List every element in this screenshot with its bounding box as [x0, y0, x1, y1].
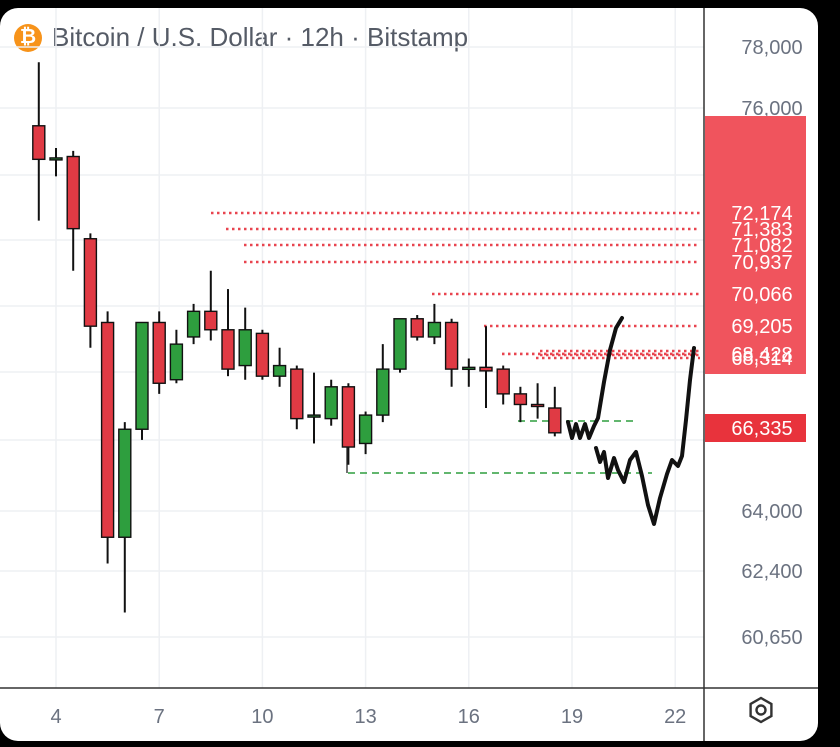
candle-down [530, 403, 545, 408]
time-tick-label: 4 [50, 706, 61, 728]
candles-group [32, 62, 562, 613]
candle-up [324, 386, 338, 420]
price-level-label: 70,937 [731, 252, 792, 274]
candle-down [444, 321, 459, 370]
candle-up [238, 329, 252, 367]
price-tick-label: 76,000 [741, 98, 802, 120]
candle-up [186, 310, 201, 338]
candle-down [290, 368, 304, 420]
price-tick-label: 62,400 [741, 561, 802, 583]
candle-down [341, 386, 356, 448]
price-tick-label: 78,000 [741, 37, 802, 59]
current-price-badge [705, 414, 806, 442]
time-tick-label: 10 [251, 706, 273, 728]
price-level-label: 71,082 [731, 235, 792, 257]
candle-up [272, 364, 287, 377]
time-tick-label: 22 [664, 706, 686, 728]
candle-up [427, 321, 442, 338]
time-tick-label: 7 [154, 706, 165, 728]
price-level-label: 72,174 [731, 203, 792, 225]
candle-down [548, 407, 562, 434]
candle-up [135, 321, 149, 430]
candle-up [358, 414, 373, 445]
candle-down [496, 368, 510, 395]
price-tick-label: 60,650 [741, 627, 802, 649]
candle-down [83, 238, 98, 327]
hand-drawn-path [566, 316, 624, 440]
time-tick-label: 13 [354, 706, 376, 728]
candle-down [32, 125, 46, 161]
time-tick-label: 16 [458, 706, 480, 728]
candle-down [479, 366, 493, 372]
price-level-label: 71,383 [731, 219, 792, 241]
current-price-label: 66,335 [731, 418, 792, 440]
time-tick-label: 19 [561, 706, 583, 728]
candle-up [376, 368, 390, 416]
candle-down [221, 329, 235, 370]
price-level-label: 68,314 [731, 348, 792, 370]
candle-up [49, 157, 63, 161]
hand-drawn-path [594, 346, 696, 526]
candle-down [513, 393, 528, 406]
candle-up [307, 414, 321, 418]
candle-up [462, 366, 476, 371]
price-level-label: 68,428 [731, 344, 792, 366]
settings-icon[interactable] [746, 695, 776, 725]
candle-up [118, 428, 132, 538]
candle-down [152, 321, 166, 384]
candle-down [410, 318, 424, 338]
candle-up [169, 343, 184, 381]
candle-down [66, 155, 80, 230]
price-labels-block [705, 116, 806, 374]
price-level-label: 70,066 [731, 284, 792, 306]
candle-down [204, 310, 218, 331]
candle-down [100, 321, 115, 538]
candle-up [393, 318, 407, 370]
price-level-label: 69,205 [731, 316, 792, 338]
candle-down [255, 332, 270, 377]
price-tick-label: 64,000 [741, 501, 802, 523]
